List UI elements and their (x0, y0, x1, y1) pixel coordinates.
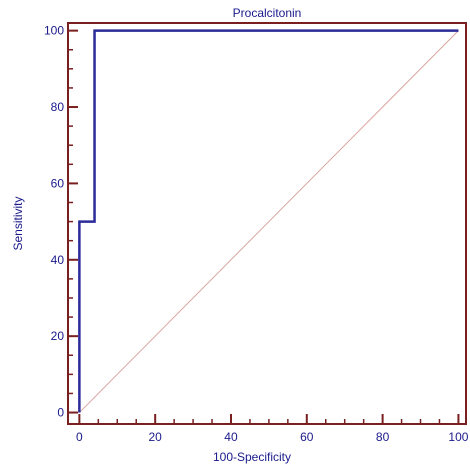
x-tick-label: 60 (300, 430, 314, 444)
y-tick-label: 40 (51, 253, 65, 267)
series-group (78, 29, 459, 413)
chart-title: Procalcitonin (233, 6, 302, 20)
y-tick-label: 100 (44, 24, 64, 38)
x-axis-title: 100-Specificity (213, 450, 291, 464)
reference-diagonal-line (79, 30, 459, 413)
plot-frame (67, 22, 467, 425)
y-tick-label: 20 (51, 329, 65, 343)
y-axis-title: Sensitivity (11, 196, 25, 250)
x-tick-label: 20 (149, 430, 163, 444)
x-tick-label: 40 (224, 430, 238, 444)
x-axis-ticks: 0 20 40 60 80 100 (76, 414, 469, 444)
plot-frame-group (67, 22, 467, 425)
y-tick-label: 80 (51, 100, 65, 114)
x-tick-label: 0 (76, 430, 83, 444)
roc-curve-line (78, 29, 459, 413)
x-tick-label: 100 (448, 430, 468, 444)
x-tick-label: 80 (376, 430, 390, 444)
y-axis-ticks: 0 20 40 60 80 100 (44, 24, 78, 420)
y-tick-label: 0 (57, 406, 64, 420)
y-tick-label: 60 (51, 176, 65, 190)
